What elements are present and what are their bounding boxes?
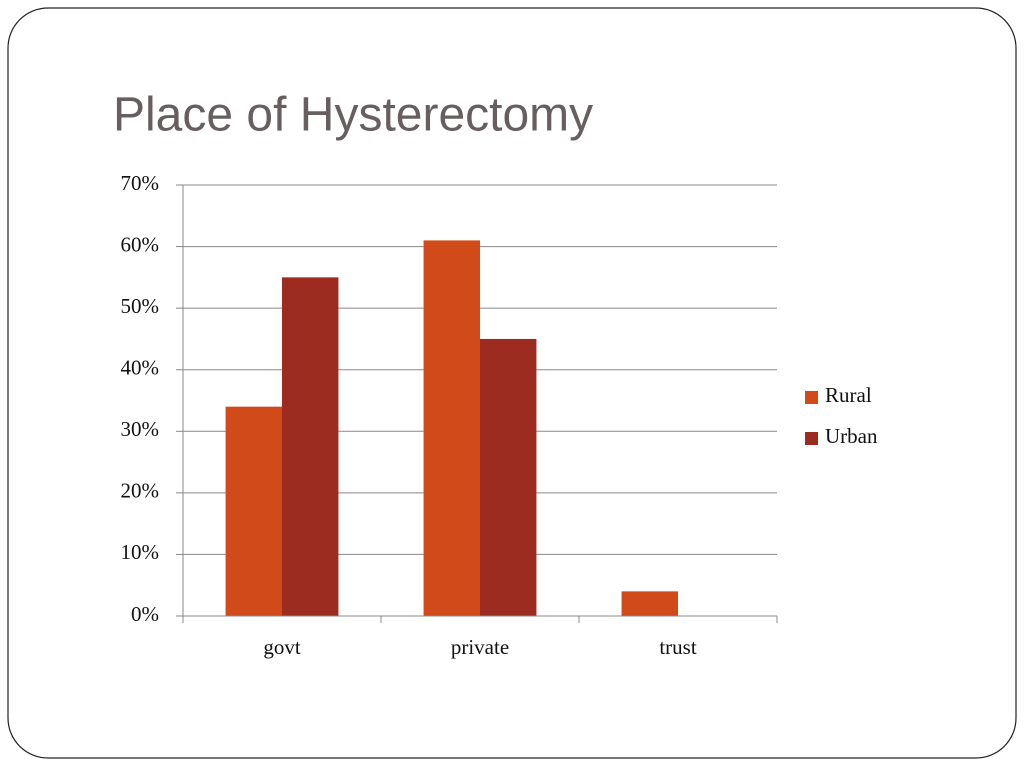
y-tick-label: 0% — [131, 602, 159, 626]
x-tick-label: private — [451, 635, 509, 659]
legend-label: Urban — [825, 424, 878, 448]
chart-title: Place of Hysterectomy — [113, 89, 593, 142]
bar — [480, 338, 537, 616]
y-tick-label: 30% — [121, 417, 160, 441]
y-tick-label: 40% — [121, 356, 160, 380]
y-tick-label: 60% — [121, 232, 160, 256]
legend-label: Rural — [825, 383, 872, 407]
y-tick-label: 50% — [121, 294, 160, 318]
x-tick-label: govt — [263, 635, 301, 659]
legend-swatch — [805, 432, 818, 445]
bar — [282, 277, 339, 616]
bar — [621, 591, 678, 616]
x-tick-label: trust — [659, 635, 697, 659]
y-tick-label: 70% — [121, 171, 160, 195]
y-tick-label: 10% — [121, 540, 160, 564]
legend-swatch — [805, 391, 818, 404]
y-tick-label: 20% — [121, 479, 160, 503]
bar — [423, 240, 480, 616]
bar — [225, 406, 282, 616]
